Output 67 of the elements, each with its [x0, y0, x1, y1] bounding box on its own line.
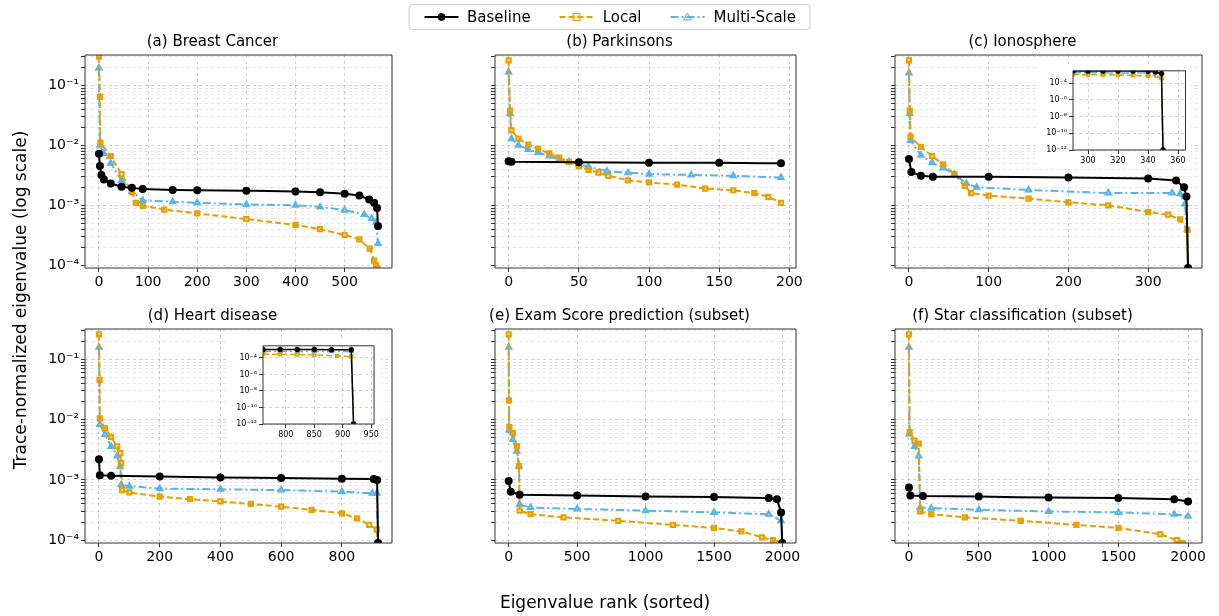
y-tick-label: 10⁻⁴ [48, 255, 80, 272]
x-axis-title: Eigenvalue rank (sorted) [499, 592, 711, 612]
x-tick-label: 850 [306, 429, 322, 439]
x-tick-label: 500 [331, 273, 358, 290]
x-tick-label: 50 [569, 273, 588, 290]
x-tick-label: 950 [363, 429, 379, 439]
y-tick-label: 10⁻⁶ [1049, 94, 1067, 104]
x-tick-label: 100 [134, 273, 162, 290]
x-tick-label: 100 [975, 273, 1003, 290]
y-tick-label: 10⁻⁸ [1049, 111, 1067, 121]
y-tick-label: 10⁻¹² [1046, 145, 1067, 155]
y-tick-label: 10⁻¹⁰ [236, 402, 257, 412]
x-tick-label: 1000 [1030, 548, 1067, 565]
x-tick-label: 2000 [1170, 548, 1206, 565]
y-tick-label: 10⁻⁴ [1049, 78, 1067, 88]
x-tick-label: 900 [335, 429, 351, 439]
y-tick-label: 10⁻⁴ [48, 530, 80, 547]
x-tick-label: 0 [904, 548, 914, 565]
x-tick-label: 1500 [696, 548, 732, 565]
x-tick-label: 150 [705, 273, 733, 290]
x-tick-label: 300 [232, 273, 260, 290]
x-tick-label: 320 [1110, 155, 1126, 165]
chart-title: (d) Heart disease [147, 305, 278, 324]
x-tick-label: 300 [1134, 273, 1162, 290]
y-tick-label: 10⁻³ [48, 470, 79, 487]
legend-label: Local [602, 8, 642, 26]
chart-title: (e) Exam Score prediction (subset) [489, 305, 750, 324]
x-tick-label: 0 [904, 273, 914, 290]
x-tick-label: 1500 [1100, 548, 1137, 565]
x-tick-label: 360 [1170, 155, 1186, 165]
x-tick-label: 0 [504, 273, 514, 290]
x-tick-label: 300 [1080, 155, 1096, 165]
x-tick-label: 200 [1055, 273, 1082, 290]
y-tick-label: 10⁻² [48, 410, 79, 427]
y-tick-label: 10⁻⁴ [239, 353, 257, 363]
x-tick-label: 0 [94, 273, 104, 290]
x-tick-label: 2000 [764, 548, 801, 565]
y-tick-label: 10⁻¹² [236, 419, 257, 429]
chart-title: (a) Breast Cancer [146, 31, 280, 50]
x-tick-label: 500 [965, 548, 993, 565]
legend-label: Baseline [467, 8, 531, 26]
y-tick-label: 10⁻³ [48, 195, 79, 212]
y-tick-label: 10⁻¹⁰ [1046, 128, 1067, 138]
x-tick-label: 600 [267, 548, 295, 565]
x-tick-label: 200 [776, 273, 803, 290]
x-tick-label: 1000 [627, 548, 664, 565]
x-tick-label: 400 [282, 273, 309, 290]
chart-title: (c) Ionosphere [968, 31, 1077, 50]
x-tick-label: 200 [183, 273, 211, 290]
x-tick-label: 800 [328, 548, 356, 565]
x-tick-label: 340 [1140, 155, 1156, 165]
y-tick-label: 10⁻² [48, 135, 79, 152]
y-tick-label: 10⁻⁸ [239, 386, 257, 396]
x-tick-label: 400 [207, 548, 234, 565]
x-tick-label: 100 [635, 273, 663, 290]
chart-title: (f) Star classification (subset) [912, 305, 1133, 324]
x-tick-label: 200 [146, 548, 174, 565]
x-tick-label: 0 [504, 548, 514, 565]
chart-title: (b) Parkinsons [566, 31, 673, 50]
x-tick-label: 500 [563, 548, 591, 565]
x-tick-label: 0 [94, 548, 104, 565]
y-axis-title: Trace-normalized eigenvalue (log scale) [10, 130, 30, 470]
y-tick-label: 10⁻¹ [48, 350, 79, 367]
x-tick-label: 800 [278, 429, 294, 439]
legend-label: Multi-Scale [713, 8, 796, 26]
y-tick-label: 10⁻⁶ [239, 369, 257, 379]
y-tick-label: 10⁻¹ [48, 75, 79, 92]
